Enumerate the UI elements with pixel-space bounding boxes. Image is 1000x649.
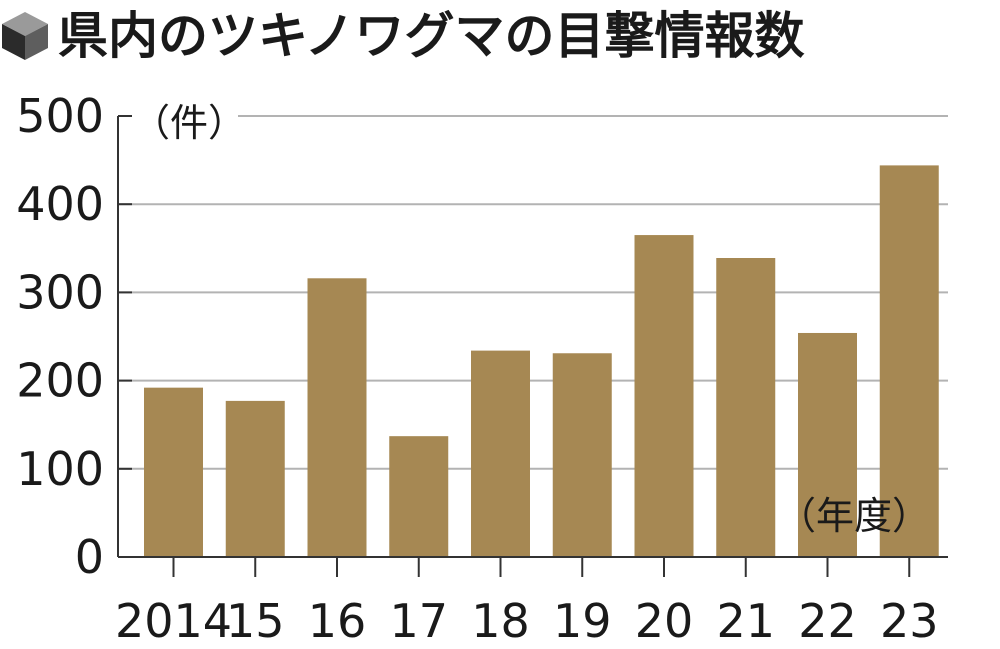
y-tick-label: 400 — [16, 177, 104, 231]
bar-21 — [716, 258, 776, 557]
y-tick-label: 100 — [16, 442, 104, 496]
cube-icon-right — [25, 24, 48, 60]
bars — [144, 165, 939, 557]
bar-17 — [389, 436, 449, 557]
x-tick-label: 22 — [798, 594, 857, 648]
y-tick-label: 500 — [16, 89, 104, 143]
x-tick-label: 2014 — [115, 594, 232, 648]
bar-19 — [552, 353, 612, 557]
x-tick-label: 18 — [471, 594, 530, 648]
title-cube-icon — [2, 12, 48, 60]
y-tick-label: 200 — [16, 354, 104, 408]
bar-15 — [225, 400, 285, 557]
bar-22 — [798, 332, 857, 557]
bar-23 — [879, 165, 939, 557]
chart-title: 県内のツキノワグマの目撃情報数 — [58, 7, 805, 65]
x-axis-unit: （年度） — [778, 494, 930, 538]
x-tick-label: 23 — [880, 594, 939, 648]
bar-16 — [307, 278, 367, 557]
bar-2014 — [144, 387, 203, 557]
y-tick-label: 300 — [16, 265, 104, 319]
y-axis-unit: （件） — [132, 101, 246, 145]
y-tick-labels: 0 100 200 300 400 500 — [16, 89, 104, 584]
x-tick-label: 21 — [716, 594, 775, 648]
x-tick-label: 17 — [389, 594, 448, 648]
cube-icon-left — [2, 24, 25, 60]
bar-20 — [634, 235, 694, 557]
bar-18 — [471, 350, 530, 557]
x-tick-label: 15 — [226, 594, 285, 648]
axes — [117, 115, 948, 577]
x-tick-label: 16 — [308, 594, 367, 648]
x-tick-label: 20 — [635, 594, 694, 648]
x-tick-label: 19 — [553, 594, 612, 648]
y-tick-label: 0 — [75, 530, 104, 584]
